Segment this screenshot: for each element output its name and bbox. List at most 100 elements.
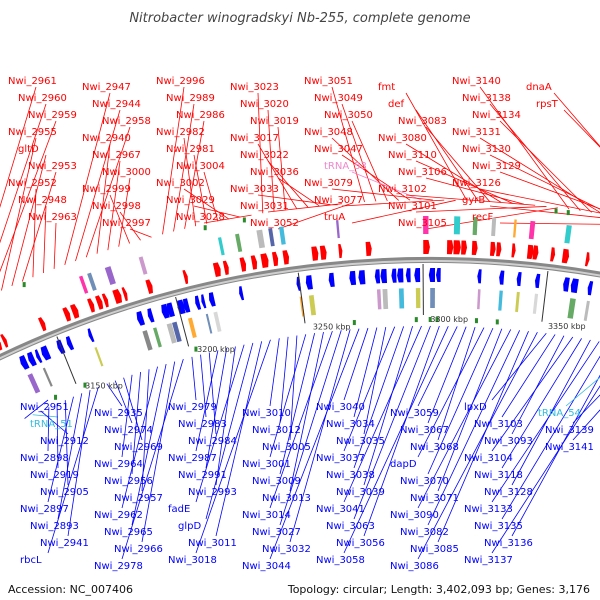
cog-track-block xyxy=(138,256,148,275)
gene-label: tRNA_51 xyxy=(30,419,73,430)
gene-label: Nwi_3002 xyxy=(156,178,205,189)
gene-label: Nwi_2999 xyxy=(82,184,131,195)
gene-label: Nwi_3037 xyxy=(316,453,365,464)
gene-label: Nwi_3126 xyxy=(452,178,501,189)
gene-label: Nwi_3017 xyxy=(230,133,279,144)
forward-cds-arrow xyxy=(561,248,570,264)
gene-leader-line xyxy=(279,333,316,475)
gene-leader-line xyxy=(499,222,600,225)
gene-label: Nwi_2944 xyxy=(92,99,141,110)
gene-leader-line xyxy=(67,389,91,537)
gene-leader-line xyxy=(405,143,502,203)
forward-cds-arrow xyxy=(145,279,153,294)
forward-cds-arrow xyxy=(338,243,343,259)
gene-leader-line xyxy=(205,342,254,520)
reverse-cds-arrow xyxy=(397,268,404,283)
gene-leader-line xyxy=(417,332,538,560)
kbp-tick-label: 3200 kbp xyxy=(197,345,235,354)
gene-label: Nwi_2956 xyxy=(104,476,153,487)
gene-leader-line xyxy=(425,177,524,205)
gene-labels: Nwi_2961 Nwi_2960 Nwi_2959 Nwi_2955 gltD Nwi_… xyxy=(8,76,594,572)
gene-label: Nwi_3044 xyxy=(242,561,291,572)
gene-leader-line xyxy=(405,194,536,206)
gene-label: Nwi_2991 xyxy=(178,470,227,481)
gene-label: Nwi_3034 xyxy=(326,419,375,430)
gene-label: Nwi_3019 xyxy=(250,116,299,127)
gene-label: Nwi_2986 xyxy=(176,110,225,121)
gene-leader-line xyxy=(341,103,377,202)
gene-leader-line xyxy=(106,383,123,407)
gene-leader-line xyxy=(565,376,600,407)
rna-feature-mark xyxy=(435,317,439,323)
gene-leader-line xyxy=(162,86,185,235)
gene-leader-line xyxy=(131,363,167,526)
forward-cds-arrow xyxy=(489,241,496,257)
forward-cds-arrow xyxy=(87,298,95,313)
gene-leader-line xyxy=(47,386,99,554)
gene-label: Nwi_3022 xyxy=(240,150,289,161)
gene-leader-line xyxy=(437,331,529,543)
gene-leader-line xyxy=(479,86,570,210)
gene-leader-line xyxy=(191,356,197,401)
gene-leader-line xyxy=(123,377,143,441)
cog-track-block xyxy=(78,275,89,294)
gene-leader-line xyxy=(279,336,289,424)
kbp-ticks: 3150 kbp 3200 kbp 3250 kbp 3300 kbp 3350 kbp… xyxy=(56,264,586,390)
gene-label: Nwi_2997 xyxy=(102,218,151,229)
gene-label: Nwi_3090 xyxy=(390,510,439,521)
cog-track-block xyxy=(268,228,275,247)
gene-label: Nwi_2989 xyxy=(166,93,215,104)
forward-cds-arrow xyxy=(511,243,516,258)
forward-cds-arrow xyxy=(121,287,128,302)
gene-label: Nwi_2964 xyxy=(94,459,143,470)
gene-leader-line xyxy=(183,188,230,220)
gene-label: Nwi_3141 xyxy=(545,442,594,453)
gene-label: Nwi_3058 xyxy=(316,555,365,566)
gene-leader-line xyxy=(193,154,208,224)
gene-leader-line xyxy=(277,177,320,207)
gene-leader-line xyxy=(341,199,445,207)
gene-leader-line xyxy=(1,137,37,291)
gene-leader-line xyxy=(184,120,205,229)
gene-label: Nwi_2965 xyxy=(104,527,153,538)
gene-leader-line xyxy=(331,188,433,201)
gene-leader-line xyxy=(363,325,440,537)
gene-leader-line xyxy=(203,214,252,224)
gene-leader-line xyxy=(277,202,354,230)
gene-label: Nwi_2962 xyxy=(94,510,143,521)
gene-label: Nwi_3023 xyxy=(230,82,279,93)
kbp-tick-line xyxy=(297,272,306,324)
gene-leader-line xyxy=(96,143,111,254)
kbp-tick-label: 3300 kbp xyxy=(430,315,468,324)
rna-feature-mark xyxy=(352,320,356,326)
gene-leader-line xyxy=(427,326,467,424)
gene-leader-line xyxy=(205,348,228,469)
gene-label: Nwi_2957 xyxy=(114,493,163,504)
gene-label: Nwi_3136 xyxy=(484,538,533,549)
gene-label: Nwi_2963 xyxy=(28,212,77,223)
reverse-cds-arrow xyxy=(194,295,202,310)
gene-label: Nwi_3049 xyxy=(314,93,363,104)
gene-leader-line xyxy=(501,338,582,469)
gene-leader-line xyxy=(11,154,47,287)
reverse-cds-arrow xyxy=(166,302,175,318)
gene-leader-line xyxy=(118,177,131,247)
gene-label: Nwi_3005 xyxy=(262,442,311,453)
gene-leader-line xyxy=(491,333,547,401)
reverse-cds-arrow xyxy=(391,268,397,283)
gene-label: Nwi_3009 xyxy=(252,476,301,487)
gene-label: Nwi_3138 xyxy=(462,93,511,104)
gene-label: Nwi_3000 xyxy=(102,167,151,178)
forward-cds-arrow xyxy=(311,246,319,261)
gene-label: Nwi_3063 xyxy=(326,521,375,532)
forward-cds-arrow xyxy=(69,304,80,319)
gene-leader-line xyxy=(47,396,74,503)
gene-label: Nwi_2983 xyxy=(178,419,227,430)
gene-leader-line xyxy=(289,329,351,543)
forward-cds-arrow xyxy=(95,295,104,310)
gene-label: Nwi_2897 xyxy=(20,504,69,515)
gene-label: Nwi_3056 xyxy=(336,538,385,549)
reverse-cds-arrow xyxy=(563,277,570,292)
gene-leader-line xyxy=(489,154,600,210)
gene-leader-line xyxy=(289,332,324,492)
